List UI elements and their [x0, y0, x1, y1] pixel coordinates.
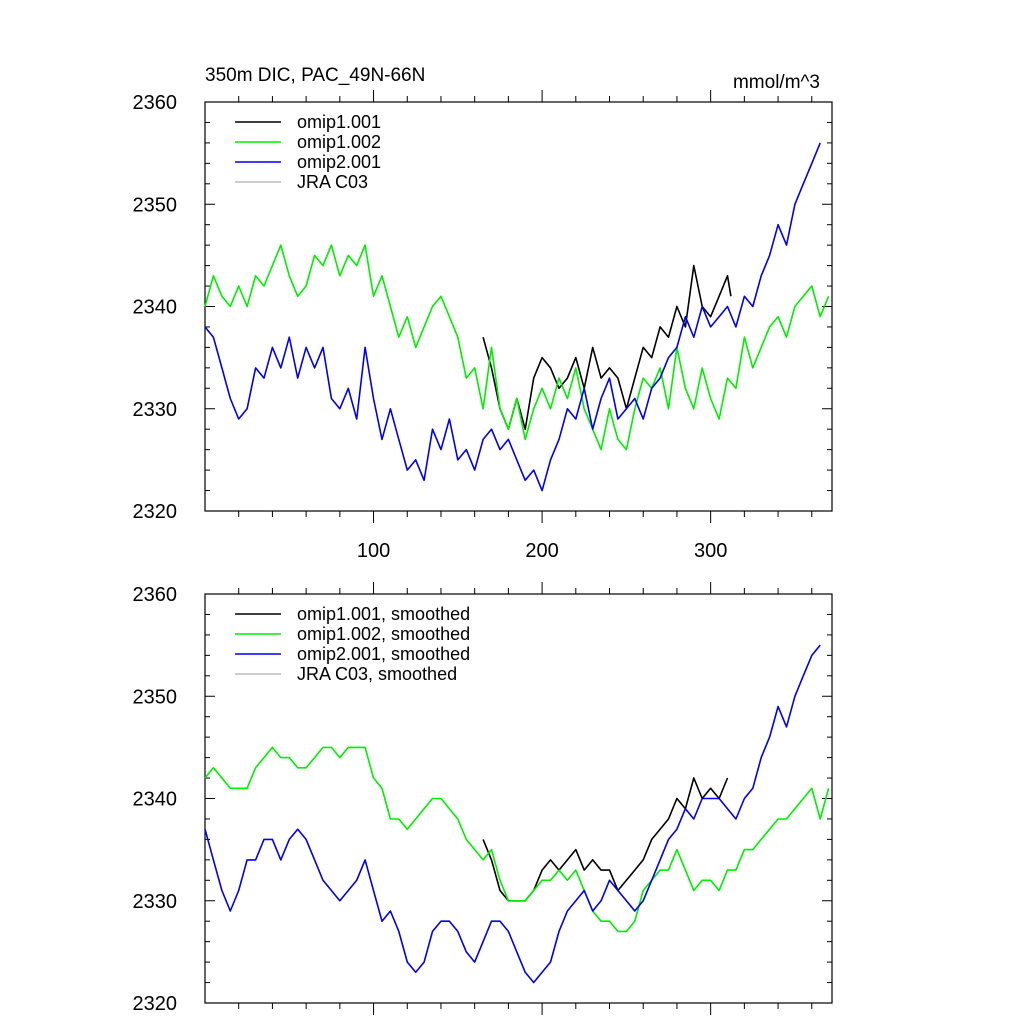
legend-label: omip1.002, smoothed: [297, 624, 470, 644]
legend-label: omip1.001, smoothed: [297, 604, 470, 624]
legend-label: omip1.001: [297, 112, 381, 132]
series-line-1: [482, 264, 732, 431]
x-tick-label: 100: [357, 540, 390, 562]
y-tick-label: 2330: [133, 399, 178, 421]
y-tick-label: 2320: [133, 501, 178, 523]
x-tick-label: 300: [694, 540, 727, 562]
y-tick-label: 2340: [133, 297, 178, 319]
x-tick-label: 200: [525, 540, 558, 562]
chart-units: mmol/m^3: [733, 72, 820, 93]
series-line-3: [204, 644, 821, 984]
legend-label: omip1.002: [297, 132, 381, 152]
y-tick-label: 2350: [133, 194, 178, 216]
series-line-2: [204, 244, 830, 451]
y-tick-label: 2350: [133, 686, 178, 708]
legend-label: omip2.001: [297, 152, 381, 172]
series-line-2: [204, 746, 830, 933]
legend-label: JRA C03: [297, 172, 368, 192]
y-tick-label: 2320: [133, 993, 178, 1015]
legend-label: omip2.001, smoothed: [297, 644, 470, 664]
series-line-3: [204, 142, 821, 492]
y-tick-label: 2330: [133, 891, 178, 913]
chart-title: 350m DIC, PAC_49N-66N: [205, 65, 425, 86]
chart-panel-1: 2320 2330 2340 2350 2360 100 200 300 350m DIC, P…: [133, 65, 833, 562]
legend-label: JRA C03, smoothed: [297, 664, 457, 684]
y-tick-label: 2360: [133, 584, 178, 606]
y-tick-label: 2360: [133, 92, 178, 114]
y-tick-label: 2340: [133, 789, 178, 811]
